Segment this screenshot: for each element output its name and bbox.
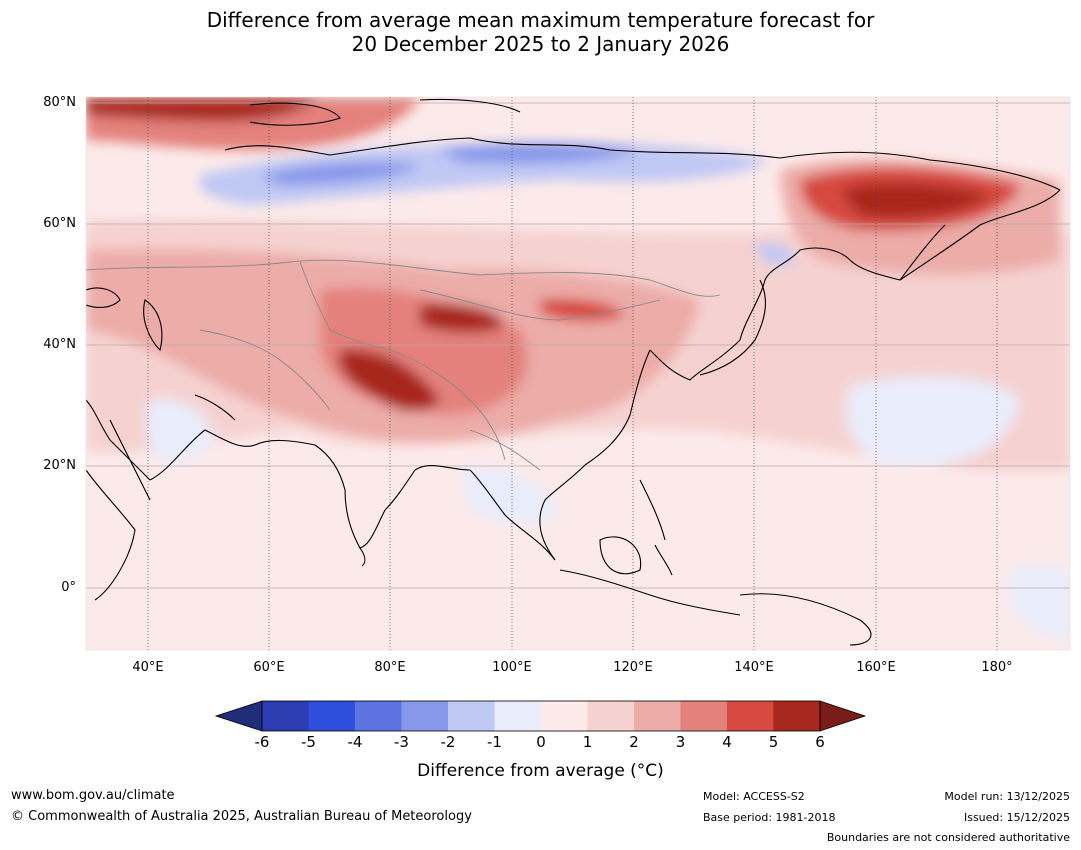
anomaly-minus1-west-pacific xyxy=(1010,564,1070,640)
base-period: Base period: 1981-2018 xyxy=(703,811,836,824)
colorbar-swatch xyxy=(494,701,541,731)
latitude-gridlines xyxy=(86,102,1070,589)
colorbar-swatch xyxy=(587,701,634,731)
lat-label-80n: 80°N xyxy=(43,95,76,110)
lon-label-120e: 120°E xyxy=(613,660,653,675)
colorbar-tick-label: 3 xyxy=(675,733,686,751)
anomaly-plus5-tibet xyxy=(339,349,440,412)
anomaly-minus2-manchuria xyxy=(755,242,795,266)
colorbar-swatch xyxy=(541,701,588,731)
lon-label-80e: 80°E xyxy=(374,660,406,675)
anomaly-plus4-china xyxy=(540,298,625,322)
colorbar-extend-high xyxy=(819,700,867,732)
model-info: Model: ACCESS-S2 xyxy=(703,790,805,803)
longitude-gridlines xyxy=(147,97,998,650)
colorbar-swatch xyxy=(355,701,402,731)
lon-label-100e: 100°E xyxy=(492,660,532,675)
colorbar-extend-low xyxy=(214,700,263,732)
colorbar-tick-label: -4 xyxy=(347,733,363,751)
lon-label-160e: 160°E xyxy=(856,660,896,675)
anomaly-minus3-siberia xyxy=(260,162,420,185)
colorbar-tick-label: 1 xyxy=(582,733,593,751)
colorbar-frame xyxy=(261,700,821,732)
lat-label-20n: 20°N xyxy=(43,458,76,473)
boundaries-disclaimer: Boundaries are not considered authoritat… xyxy=(826,831,1070,844)
colorbar-label: Difference from average (°C) xyxy=(417,761,664,781)
country-borders xyxy=(86,259,721,471)
colorbar-tick-label: 0 xyxy=(536,733,546,751)
colorbar-tick-label: -1 xyxy=(487,733,502,751)
copyright: © Commonwealth of Australia 2025, Austra… xyxy=(11,809,472,824)
lon-label-60e: 60°E xyxy=(253,660,285,675)
issued-date: Issued: 15/12/2025 xyxy=(963,811,1070,824)
title-line-1: Difference from average mean maximum tem… xyxy=(206,8,875,32)
coastlines xyxy=(86,98,1061,646)
colorbar-tick-label: 4 xyxy=(722,733,732,751)
anomaly-plus5-east xyxy=(840,182,990,218)
colorbar-tick-label: -3 xyxy=(394,733,409,751)
colorbar-swatch xyxy=(401,701,448,731)
anomaly-minus2-siberia xyxy=(199,143,771,205)
colorbar-swatch xyxy=(634,701,681,731)
lon-label-180: 180° xyxy=(981,660,1013,675)
lat-label-40n: 40°N xyxy=(43,337,76,352)
anomaly-minus1-indochina xyxy=(460,467,560,524)
chart-title: Difference from average mean maximum tem… xyxy=(0,8,1081,56)
lon-label-140e: 140°E xyxy=(734,660,774,675)
anomaly-minus1-pacific xyxy=(846,376,1020,466)
lat-label-0: 0° xyxy=(61,580,76,595)
website-link[interactable]: www.bom.gov.au/climate xyxy=(11,788,175,803)
colorbar-tick-label: 6 xyxy=(815,733,825,751)
anomaly-plus5-mongolia xyxy=(420,303,505,333)
lon-label-40e: 40°E xyxy=(132,660,164,675)
title-line-2: 20 December 2025 to 2 January 2026 xyxy=(351,32,730,56)
colorbar-tick-label: 2 xyxy=(629,733,639,751)
colorbar-swatch xyxy=(727,701,774,731)
colorbar-swatch xyxy=(773,701,820,731)
colorbar-tick-label: 5 xyxy=(768,733,779,751)
colorbar-swatch xyxy=(680,701,727,731)
colorbar-swatch xyxy=(448,701,495,731)
colorbar-swatches xyxy=(214,700,867,732)
colorbar-swatch xyxy=(308,701,355,731)
colorbar-tick-label: -5 xyxy=(301,733,316,751)
anomaly-minus1-arabia xyxy=(146,399,215,463)
colorbar-tick-label: -6 xyxy=(254,733,270,751)
model-run: Model run: 13/12/2025 xyxy=(944,790,1070,803)
forecast-map xyxy=(85,96,1071,651)
lat-label-60n: 60°N xyxy=(43,216,76,231)
colorbar-swatch xyxy=(262,701,309,731)
anomaly-minus3-siberia-east xyxy=(440,142,640,164)
colorbar-tick-label: -2 xyxy=(440,733,456,751)
map-frame xyxy=(85,96,1071,651)
